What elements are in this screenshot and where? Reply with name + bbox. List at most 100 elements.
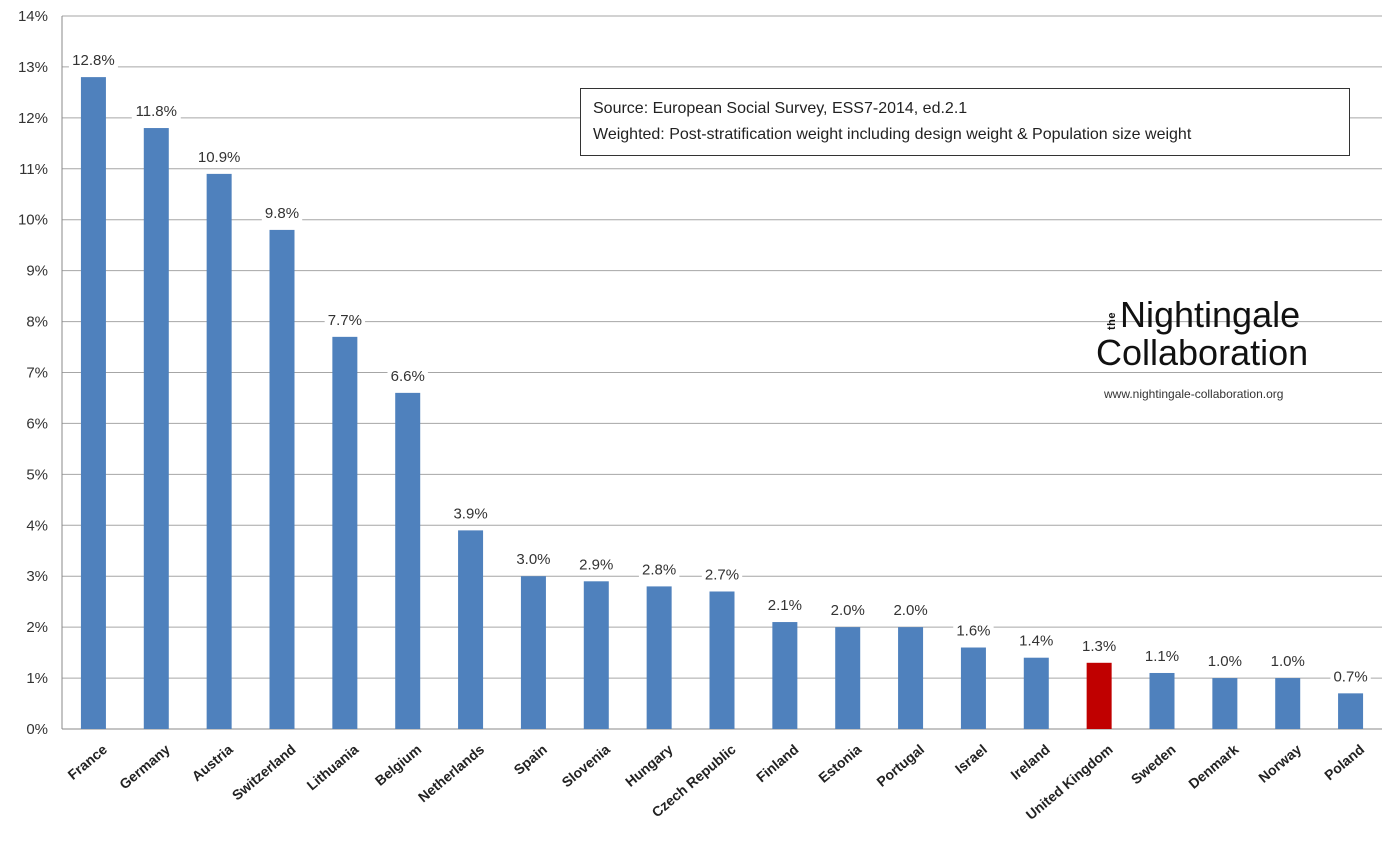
- y-tick-label: 0%: [26, 721, 48, 738]
- data-label: 2.8%: [642, 561, 676, 578]
- data-label: 3.9%: [453, 505, 487, 522]
- data-label: 1.0%: [1271, 653, 1305, 670]
- source-line: Source: European Social Survey, ESS7-201…: [593, 100, 968, 117]
- data-label: 2.1%: [768, 597, 802, 614]
- y-tick-label: 2%: [26, 619, 48, 636]
- data-label-bg: [131, 100, 181, 121]
- bar: [395, 392, 421, 729]
- data-label-bg: [1016, 629, 1057, 650]
- x-tick-label: Belgium: [372, 741, 425, 789]
- data-label-bg: [638, 558, 680, 579]
- data-label: 3.0%: [516, 551, 550, 568]
- x-tick-label: Israel: [952, 741, 990, 777]
- bar: [1212, 678, 1238, 729]
- bar: [709, 591, 735, 729]
- data-label: 0.7%: [1333, 668, 1367, 685]
- y-tick-label: 12%: [18, 110, 48, 127]
- x-tick-label: Hungary: [622, 741, 676, 790]
- weighting-line: Weighted: Post-stratification weight inc…: [593, 126, 1192, 143]
- bar: [772, 622, 798, 729]
- x-tick-label: Ireland: [1007, 741, 1052, 783]
- data-label-bg: [450, 502, 491, 523]
- data-label-bg: [387, 364, 428, 385]
- x-tick-label: Spain: [511, 741, 550, 778]
- x-tick-label: Poland: [1321, 741, 1367, 783]
- data-label-bg: [953, 619, 994, 640]
- bar: [835, 627, 861, 729]
- data-label-bg: [890, 599, 931, 620]
- y-tick-label: 5%: [26, 466, 48, 483]
- data-label: 2.9%: [579, 556, 613, 573]
- data-label-bg: [576, 553, 617, 574]
- bar: [1149, 672, 1175, 729]
- bar: [960, 647, 986, 729]
- logo-line-2: Collaboration: [1096, 332, 1309, 373]
- bar-highlight: [1086, 662, 1112, 729]
- y-tick-label: 3%: [26, 568, 48, 585]
- x-tick-label: Slovenia: [558, 741, 613, 790]
- data-label: 1.1%: [1145, 648, 1179, 665]
- data-label: 2.7%: [705, 566, 739, 583]
- data-label: 9.8%: [265, 205, 299, 222]
- x-tick-label: Switzerland: [229, 741, 299, 803]
- data-label-bg: [261, 201, 303, 222]
- data-label-bg: [1204, 650, 1246, 671]
- logo-the-text: the: [1106, 312, 1118, 330]
- x-tick-label: Lithuania: [304, 741, 362, 793]
- x-tick-label: Denmark: [1185, 741, 1241, 792]
- bar: [269, 229, 295, 729]
- x-tick-label: France: [65, 741, 111, 783]
- data-label: 12.8%: [72, 52, 115, 69]
- x-tick-label: Germany: [116, 741, 173, 792]
- data-label: 7.7%: [328, 312, 362, 329]
- data-label: 6.6%: [391, 368, 425, 385]
- y-tick-label: 9%: [26, 263, 48, 280]
- x-tick-label: Estonia: [815, 741, 864, 786]
- x-tick-label: Austria: [189, 741, 236, 784]
- bar: [1023, 657, 1049, 729]
- bar: [1275, 678, 1301, 729]
- data-label-bg: [1330, 665, 1371, 686]
- y-tick-label: 11%: [19, 161, 48, 178]
- data-label: 1.4%: [1019, 633, 1053, 650]
- data-label-bg: [1078, 634, 1120, 655]
- bar: [332, 336, 358, 729]
- data-label: 1.0%: [1208, 653, 1242, 670]
- x-tick-label: Norway: [1255, 741, 1304, 786]
- bar: [80, 77, 106, 730]
- logo-line-1: Nightingale: [1120, 294, 1301, 335]
- x-tick-label: Netherlands: [415, 741, 487, 805]
- data-label-bg: [764, 594, 806, 615]
- y-tick-label: 13%: [18, 59, 48, 76]
- data-label-bg: [194, 145, 244, 166]
- data-label: 1.6%: [956, 623, 990, 640]
- bar: [898, 627, 924, 729]
- logo-url: www.nightingale-collaboration.org: [1104, 387, 1284, 401]
- nightingale-logo: the Nightingale Collaboration www.nighti…: [1096, 292, 1336, 412]
- y-tick-label: 4%: [26, 517, 48, 534]
- bar: [646, 586, 672, 729]
- bar: [1338, 693, 1364, 729]
- data-label-bg: [513, 548, 554, 569]
- y-tick-label: 14%: [18, 8, 48, 25]
- data-label: 1.3%: [1082, 638, 1116, 655]
- data-label: 2.0%: [831, 602, 865, 619]
- y-tick-label: 10%: [18, 212, 48, 229]
- bar: [143, 128, 169, 730]
- x-tick-label: Portugal: [873, 741, 927, 790]
- y-tick-label: 1%: [26, 670, 48, 687]
- data-label-bg: [701, 563, 743, 584]
- y-tick-label: 8%: [26, 314, 48, 331]
- x-tick-label: Finland: [753, 741, 801, 785]
- bar: [520, 576, 546, 729]
- bar: [583, 581, 609, 729]
- bar: [458, 530, 484, 729]
- data-label-bg: [68, 49, 118, 70]
- data-label-bg: [827, 599, 868, 620]
- y-tick-label: 6%: [26, 415, 48, 432]
- data-label-bg: [1267, 650, 1308, 671]
- data-label-bg: [1141, 644, 1183, 665]
- y-tick-label: 7%: [26, 365, 48, 382]
